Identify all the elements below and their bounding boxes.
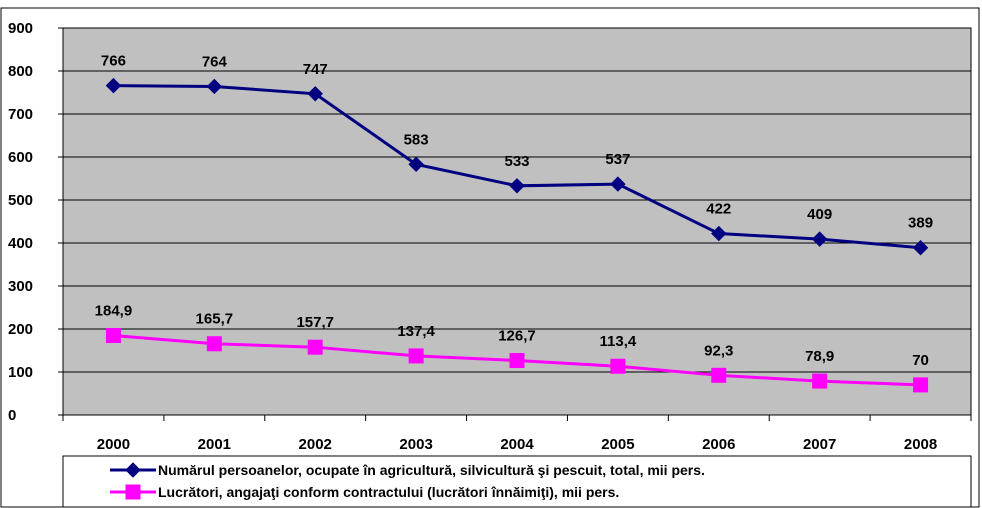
data-point-diamond	[206, 78, 223, 95]
data-label: 137,4	[397, 323, 435, 340]
data-point-square	[105, 327, 121, 343]
data-label: 533	[504, 153, 529, 170]
data-labels: 766 764 747 583 533 537 422 409 389 184,9 165,7 157…	[95, 53, 933, 369]
y-tick-label: 600	[8, 149, 33, 166]
y-axis: 0 100 200 300 400 500 600 700 800 900	[8, 20, 63, 424]
legend-label-2: Lucrători, angajaţi conform contractului…	[158, 484, 619, 500]
series-lines	[105, 77, 929, 393]
data-point-diamond	[105, 77, 122, 94]
data-point-square	[509, 353, 525, 369]
data-point-square	[711, 367, 727, 383]
y-tick-label: 100	[8, 364, 33, 381]
data-label: 78,9	[805, 348, 834, 365]
data-label: 583	[404, 131, 429, 148]
data-point-diamond	[509, 178, 525, 194]
data-label: 157,7	[296, 314, 334, 331]
x-axis: 2000 2001 2002 2003 2004 2005 2006 2007 2008	[62, 415, 972, 453]
data-label: 537	[605, 151, 630, 168]
y-tick-label: 300	[8, 278, 33, 295]
data-label: 747	[303, 61, 328, 78]
data-label: 165,7	[196, 311, 234, 328]
x-tick-label: 2004	[500, 436, 534, 453]
data-label: 113,4	[600, 333, 637, 350]
x-tick-label: 2008	[904, 436, 937, 453]
y-tick-label: 400	[8, 235, 33, 252]
data-point-diamond	[307, 86, 323, 102]
data-label: 389	[908, 215, 933, 232]
x-tick-label: 2000	[97, 436, 130, 453]
data-point-square	[206, 336, 222, 352]
x-tick-label: 2005	[601, 436, 634, 453]
data-label: 184,9	[95, 302, 133, 319]
data-point-square	[307, 339, 323, 355]
data-point-square	[610, 358, 626, 374]
y-tick-label: 800	[8, 63, 33, 80]
data-point-diamond	[811, 231, 828, 247]
data-point-diamond	[610, 176, 626, 192]
data-label: 409	[807, 206, 832, 223]
data-label: 764	[202, 53, 228, 70]
data-label: 92,3	[704, 342, 733, 359]
data-label: 766	[101, 53, 126, 70]
data-point-diamond	[711, 225, 727, 242]
data-point-diamond	[408, 156, 424, 173]
legend-marker-2	[125, 484, 141, 500]
data-point-diamond	[912, 240, 929, 256]
legend: Numărul persoanelor, ocupate în agricult…	[62, 455, 972, 508]
data-point-square	[913, 377, 929, 393]
x-tick-label: 2007	[803, 436, 836, 453]
y-tick-label: 0	[8, 407, 16, 424]
x-tick-label: 2002	[299, 436, 332, 453]
x-tick-label: 2006	[702, 436, 735, 453]
y-tick-label: 900	[8, 20, 33, 37]
legend-marker-1	[125, 462, 141, 478]
legend-box	[62, 455, 972, 508]
data-point-square	[812, 373, 828, 389]
y-tick-label: 500	[8, 192, 33, 209]
data-label: 126,7	[498, 328, 536, 345]
x-tick-label: 2003	[399, 436, 432, 453]
y-tick-label: 200	[8, 321, 33, 338]
x-tick-label: 2001	[198, 436, 231, 453]
data-point-square	[408, 348, 424, 364]
y-tick-label: 700	[8, 106, 33, 123]
data-label: 422	[706, 201, 731, 218]
legend-label-1: Numărul persoanelor, ocupate în agricult…	[158, 462, 705, 478]
data-label: 70	[912, 352, 929, 369]
